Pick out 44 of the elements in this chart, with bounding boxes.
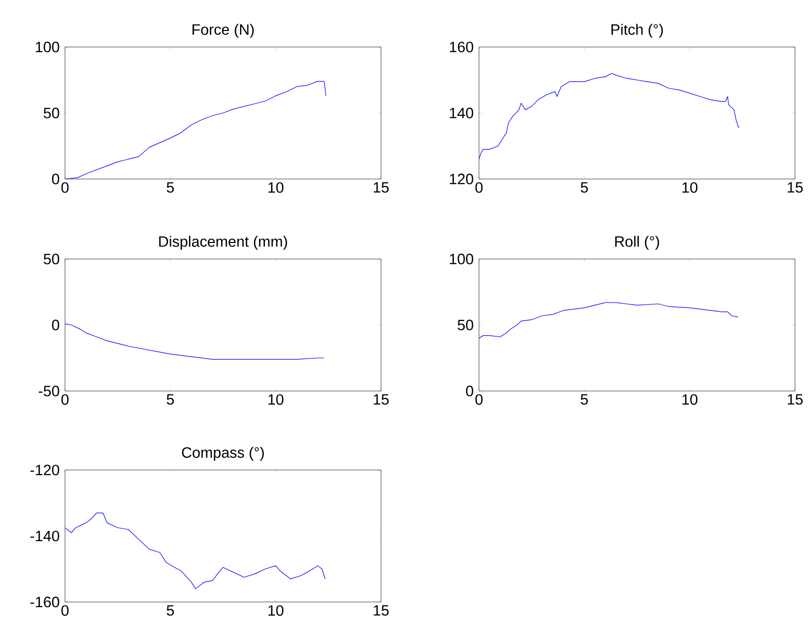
chart-title: Pitch (°) [611,24,663,38]
y-tick-label: 140 [450,108,474,118]
x-tick-label: 15 [788,182,803,193]
y-tick-label: 50 [44,254,60,264]
y-tick-label: -140 [30,530,60,542]
x-tick-label: 5 [166,605,174,616]
y-tick-label: 100 [450,254,474,264]
x-tick-label: 0 [61,394,69,405]
x-tick-label: 15 [374,394,389,405]
y-tick-label: 100 [36,42,60,52]
y-tick-label: 0 [466,386,474,396]
x-tick-label: 15 [374,605,389,616]
y-tick-label: -120 [30,464,60,476]
x-tick-label: 5 [580,394,588,405]
x-tick-label: 0 [61,605,69,616]
y-tick-label: -50 [38,386,60,396]
x-tick-label: 10 [268,605,284,616]
x-tick-label: 5 [166,394,174,405]
x-tick-label: 10 [268,394,284,405]
line-series [479,302,738,338]
x-tick-label: 10 [682,182,698,193]
x-tick-label: 15 [374,182,389,193]
chart-title: Displacement (mm) [159,236,288,250]
x-tick-label: 5 [580,182,588,193]
y-tick-label: 50 [458,320,474,330]
line-series [479,73,740,160]
x-tick-label: 15 [788,394,803,405]
x-tick-label: 0 [475,394,483,405]
chart-title: Roll (°) [615,236,660,250]
y-tick-label: 0 [52,174,60,184]
y-tick-label: 50 [44,108,60,118]
y-tick-label: -160 [30,596,60,608]
x-tick-label: 10 [682,394,698,405]
chart-title: Force (N) [192,24,254,38]
y-tick-label: 120 [450,174,474,184]
line-series [65,81,326,179]
y-tick-label: 0 [52,320,60,330]
line-series [65,512,326,590]
x-tick-label: 0 [61,182,69,193]
x-tick-label: 10 [268,182,284,193]
x-tick-label: 0 [475,182,483,193]
chart-title: Compass (°) [182,446,264,461]
x-tick-label: 5 [166,182,174,193]
y-tick-label: 160 [450,42,474,52]
